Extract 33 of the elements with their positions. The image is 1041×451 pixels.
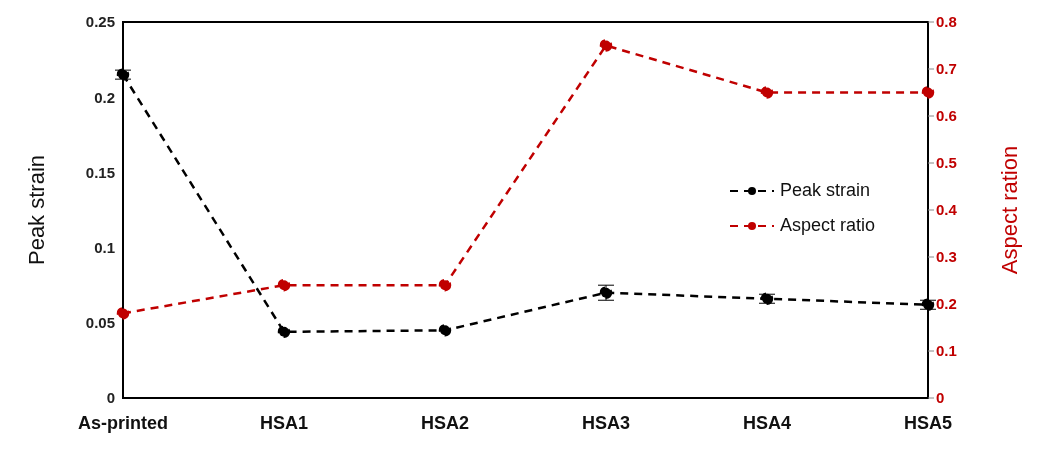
y-tick-label: 0.15 [85,163,115,181]
point [438,278,452,292]
point [921,86,935,99]
point [438,324,452,337]
y-tick-label: 0.05 [85,314,115,332]
point [277,278,291,292]
point [760,86,774,99]
y2-tick-label: 0.4 [936,201,958,219]
point [599,39,613,52]
y2-tick-label: 0.7 [936,60,957,78]
x-tick-label: HSA1 [259,412,309,433]
y-axis-title: Peak strain [23,154,49,266]
x-tick-label: HSA4 [742,412,792,433]
y-tick-label: 0.25 [85,13,115,31]
x-tick-label: HSA2 [420,412,470,433]
y2-axis-title: Aspect ration [996,145,1022,275]
y2-tick-label: 0.2 [936,295,957,313]
x-tick-label: HSA5 [903,412,953,433]
y2-tick-label: 0.8 [936,13,957,31]
x-tick-label: As-printed [78,412,168,433]
y2-tick-label: 0.1 [936,342,957,360]
point [277,325,291,339]
x-tick-label: HSA3 [581,412,631,433]
y2-tick-label: 0.5 [936,154,957,172]
legend-label: Peak strain [780,180,871,201]
point [116,307,130,320]
legend-label: Aspect ratio [780,215,876,236]
y-tick-label: 0.1 [94,238,115,256]
y-tick-label: 0.2 [94,88,115,106]
y2-tick-label: 0.6 [936,107,957,125]
y-tick-label: 0 [106,389,115,407]
y2-tick-label: 0.3 [936,248,957,266]
y2-tick-label: 0 [936,389,945,407]
